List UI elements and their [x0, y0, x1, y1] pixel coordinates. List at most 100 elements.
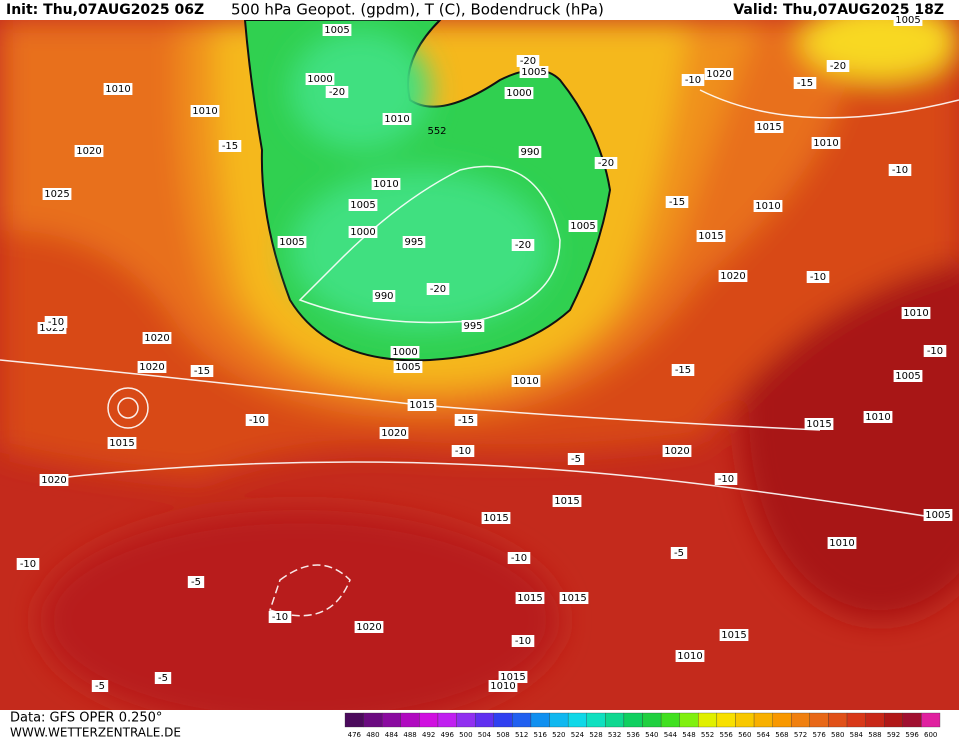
- isobar-label: 1010: [105, 84, 130, 95]
- colorbar-swatch: [660, 712, 680, 728]
- colorbar-swatch: [456, 712, 476, 728]
- isobar-label-box: [372, 290, 396, 302]
- colorbar-label: 556: [719, 731, 733, 739]
- colorbar-label: 492: [422, 731, 435, 739]
- isotherm-label: -20: [430, 284, 446, 295]
- isobar-label-box: [348, 199, 378, 211]
- colorbar-swatch: [846, 712, 866, 728]
- isobar-label: 1000: [506, 88, 531, 99]
- isotherm-label-box: [426, 283, 450, 295]
- colorbar-swatch: [735, 712, 755, 728]
- isobar-label-box: [753, 200, 783, 212]
- isobar-label-box: [390, 346, 420, 358]
- isobar-label-box: [568, 220, 598, 232]
- isobar-label-box: [39, 474, 69, 486]
- colorbar-swatch: [530, 712, 550, 728]
- colorbar-swatch: [698, 712, 718, 728]
- isobar-label-box: [461, 320, 485, 332]
- isobar-label: 1005: [324, 25, 349, 36]
- isobar-label-box: [379, 427, 409, 439]
- isotherm-label-box: [507, 552, 531, 564]
- colorbar: 476 480 484 488 492 496 500 504 508 512 516 520 524 5…: [344, 712, 941, 739]
- map-title: 500 hPa Geopot. (gpdm), T (C), Bodendruc…: [231, 1, 604, 19]
- isobar-label: 1020: [381, 428, 406, 439]
- isotherm-label-box: [671, 364, 695, 376]
- isobar-label-box: [559, 592, 589, 604]
- isobar-label: 990: [520, 147, 539, 158]
- isotherm-label: -10: [20, 559, 36, 570]
- isotherm-label-box: [511, 635, 535, 647]
- isobar-label: 1015: [483, 513, 508, 524]
- isobar-label-box: [811, 137, 841, 149]
- isobar-label-box: [103, 83, 133, 95]
- valid-time: Valid: Thu,07AUG2025 18Z: [733, 2, 944, 18]
- isobar-label: 1010: [677, 651, 702, 662]
- isotherm-label: -10: [272, 612, 288, 623]
- isotherm-label: -20: [515, 240, 531, 251]
- isotherm-label-box: [826, 60, 850, 72]
- isobar-label: 1020: [664, 446, 689, 457]
- isotherm-label: -5: [158, 673, 168, 684]
- isobar-label-box: [504, 87, 534, 99]
- isotherm-label-box: [454, 414, 478, 426]
- colorbar-swatch: [475, 712, 494, 728]
- isobar-label: 1010: [813, 138, 838, 149]
- isotherm-label: -5: [95, 681, 105, 692]
- isobar-label-box: [142, 332, 172, 344]
- colorbar-label: 508: [496, 731, 509, 739]
- isobar-label-box: [382, 113, 412, 125]
- colorbar-swatch: [623, 712, 643, 728]
- isobar-label: 995: [404, 237, 423, 248]
- isobar-label-box: [754, 121, 784, 133]
- isobar-label-box: [402, 236, 426, 248]
- isotherm-label: -5: [571, 454, 581, 465]
- colorbar-label: 520: [552, 731, 565, 739]
- colorbar-label: 528: [589, 731, 602, 739]
- isotherm-label-box: [91, 680, 109, 692]
- isobar-label: 1010: [513, 376, 538, 387]
- isobar-label: 1015: [806, 419, 831, 430]
- isobar-label: 1015: [500, 672, 525, 683]
- colorbar-swatch: [344, 712, 364, 728]
- isobar-label: 1005: [925, 510, 950, 521]
- isotherm-label: -15: [669, 197, 685, 208]
- isobar-label: 1010: [755, 201, 780, 212]
- isotherm-label: -10: [718, 474, 734, 485]
- isobar-label-box: [354, 621, 384, 633]
- isotherm-label: -15: [458, 415, 474, 426]
- isotherm-label-box: [451, 445, 475, 457]
- colorbar-label: 488: [403, 731, 416, 739]
- colorbar-label: 500: [459, 731, 472, 739]
- isotherm-label: -10: [515, 636, 531, 647]
- colorbar-swatch: [493, 712, 513, 728]
- colorbar-label: 484: [385, 731, 399, 739]
- isobar-label: 1005: [350, 200, 375, 211]
- isobar-label-box: [863, 411, 893, 423]
- isobar-label: 1025: [44, 189, 69, 200]
- data-source: Data: GFS OPER 0.250°: [10, 711, 162, 726]
- isotherm-label-box: [218, 140, 242, 152]
- colorbar-label: 548: [682, 731, 695, 739]
- isotherm-label-box: [793, 77, 817, 89]
- isobar-label-box: [371, 178, 401, 190]
- isobar-label: 1015: [409, 400, 434, 411]
- isotherm-label-box: [187, 576, 205, 588]
- isobar-label: 1000: [392, 347, 417, 358]
- colorbar-swatch: [586, 712, 606, 728]
- colorbar-swatch: [567, 712, 587, 728]
- isobar-label-box: [322, 24, 352, 36]
- isotherm-label: -15: [675, 365, 691, 376]
- colorbar-label: 588: [868, 731, 881, 739]
- isobar-label: 1020: [139, 362, 164, 373]
- colorbar-swatch: [605, 712, 625, 728]
- colorbar-label: 576: [812, 731, 826, 739]
- isotherm-label: -10: [249, 415, 265, 426]
- isotherm-label-box: [516, 55, 540, 67]
- colorbar-swatch: [716, 712, 736, 728]
- isotherm-label: -20: [598, 158, 614, 169]
- colorbar-swatch: [753, 712, 773, 728]
- colorbar-label: 512: [515, 731, 528, 739]
- colorbar-label: 572: [794, 731, 807, 739]
